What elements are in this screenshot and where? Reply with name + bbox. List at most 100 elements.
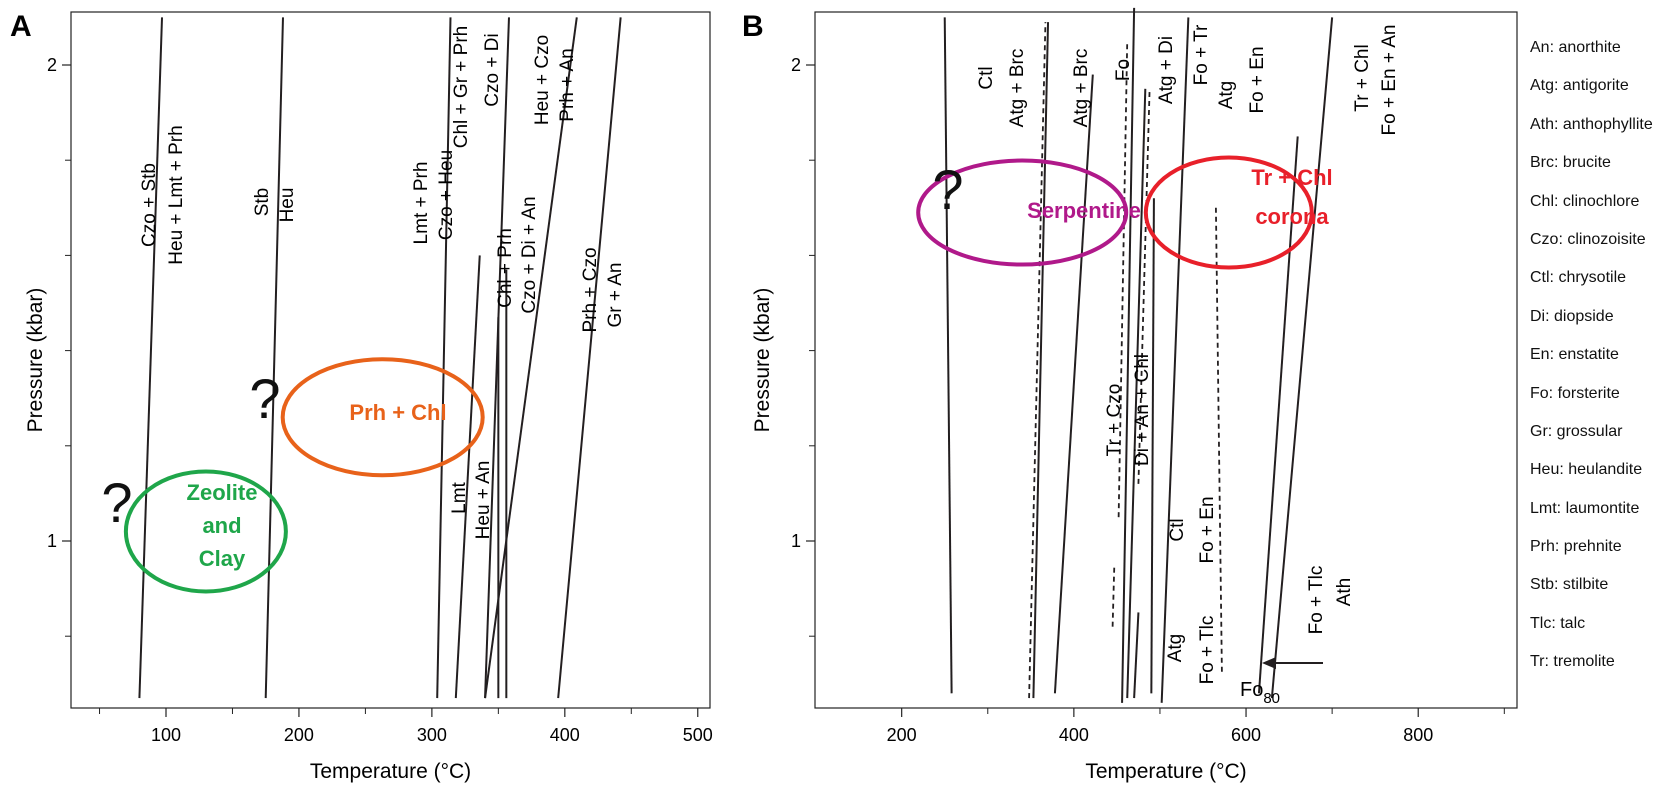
x-tick-label: 300 [417, 725, 447, 745]
reaction-line [943, 17, 953, 694]
legend-item: An: anorthite [1530, 39, 1621, 56]
y-axis-label: Pressure (kbar) [751, 288, 774, 433]
field-label: Tr + Chl [1251, 165, 1332, 190]
panel-letter: A [10, 10, 32, 43]
reaction-label: Fo [1113, 59, 1134, 81]
reaction-line [557, 17, 622, 699]
legend-item: Atg: antigorite [1530, 77, 1629, 95]
reaction-label: Prh + Czo [580, 247, 601, 332]
legend-item: Chl: clinochlore [1530, 192, 1640, 210]
reaction-label: Czo + Di [482, 33, 503, 106]
reaction-label: Ctl [976, 66, 997, 89]
reaction-line [1257, 136, 1299, 694]
x-tick-label: 100 [151, 725, 181, 745]
legend-item: Brc: brucite [1530, 154, 1611, 172]
reaction-line [1150, 198, 1155, 694]
question-mark: ? [101, 471, 132, 534]
reaction-label: Czo + Heu [436, 150, 457, 240]
field-label: Clay [199, 546, 246, 571]
reaction-label: Gr + An [605, 263, 626, 328]
reaction-label: Czo + Stb [139, 163, 160, 247]
reaction-label: Lmt [449, 481, 470, 513]
reaction-line-dashed [1111, 564, 1116, 627]
reaction-label: Fo + Tlc [1306, 566, 1327, 635]
legend-item: Lmt: laumontite [1530, 499, 1640, 517]
x-tick-label: 400 [1059, 725, 1089, 745]
reaction-line [454, 255, 481, 699]
legend-item: Stb: stilbite [1530, 576, 1609, 594]
x-axis-label: Temperature (°C) [310, 760, 471, 783]
reaction-label: Heu + Czo [532, 35, 553, 125]
panel-a: A 100 200 300 400 500 1 2 Temperature (°C) Pressu… [10, 10, 713, 783]
stability-field-ellipse [916, 158, 1129, 267]
legend-item: Gr: grossular [1530, 422, 1623, 440]
fo80-arrow-head [1262, 657, 1276, 669]
legend-item: Tlc: talc [1530, 614, 1586, 632]
reaction-label: Heu [277, 188, 298, 223]
x-tick-label: 500 [683, 725, 713, 745]
reaction-label: Tr + Czo [1104, 384, 1125, 457]
reaction-label: Chl + Prh [495, 228, 516, 308]
plot-frame [70, 11, 711, 709]
legend-item: En: enstatite [1530, 346, 1619, 364]
reaction-line-dashed [1137, 88, 1151, 484]
field-label: Zeolite [187, 480, 258, 505]
reaction-line-dashed [1215, 207, 1223, 675]
legend-item: Prh: prehnite [1530, 538, 1622, 556]
reaction-line [484, 17, 510, 699]
x-tick-label: 600 [1231, 725, 1261, 745]
x-tick-label: 200 [284, 725, 314, 745]
reaction-label: Heu + An [473, 461, 494, 540]
reaction-line [1053, 74, 1094, 694]
legend-item: Ath: anthophyllite [1530, 115, 1653, 133]
field-label: Serpentine [1027, 198, 1141, 223]
x-tick-label: 800 [1403, 725, 1433, 745]
reaction-label: Czo + Di + An [519, 196, 540, 313]
stability-field-ellipse [280, 357, 485, 478]
y-tick-label: 1 [791, 531, 801, 551]
reaction-line [1160, 17, 1190, 703]
legend-item: Tr: tremolite [1530, 653, 1615, 671]
fo80-subscript: 80 [1263, 690, 1280, 707]
y-tick-label: 2 [791, 55, 801, 75]
y-axis-label: Pressure (kbar) [24, 288, 47, 433]
x-tick-label: 200 [887, 725, 917, 745]
reaction-label: Fo + En [1247, 46, 1268, 113]
reaction-label: Atg + Brc [1007, 49, 1028, 128]
y-tick-label: 2 [47, 55, 57, 75]
reaction-line [484, 17, 578, 699]
reaction-label: Atg + Di [1156, 36, 1177, 104]
reaction-label: Ctl [1167, 518, 1188, 541]
reaction-label: Ath [1334, 578, 1355, 607]
reaction-label: Lmt + Prh [411, 162, 432, 245]
reaction-label: Chl + Gr + Prh [451, 26, 472, 149]
reaction-label: Stb [252, 188, 273, 217]
reaction-label: Fo + Tlc [1197, 616, 1218, 685]
reaction-label: Prh + An [557, 48, 578, 121]
stability-field-ellipse [1143, 155, 1314, 270]
reaction-label: Atg [1165, 634, 1186, 663]
legend-item: Czo: clinozoisite [1530, 230, 1646, 248]
reaction-label: Fo + Tr [1191, 24, 1212, 85]
reaction-line [1032, 22, 1050, 699]
reaction-line [1270, 17, 1334, 699]
x-tick-label: 400 [550, 725, 580, 745]
reaction-label: Fo + En + An [1379, 25, 1400, 136]
panel-b: B 200 400 600 800 1 2 Temperature (°C) Pressure … [742, 7, 1518, 783]
reaction-line [264, 17, 284, 699]
reaction-line [1121, 7, 1136, 703]
legend-item: Di: diopside [1530, 307, 1614, 325]
abbreviation-legend: An: anorthite Atg: antigorite Ath: antho… [1530, 38, 1675, 691]
reaction-label: Di + An + Chl [1132, 354, 1153, 466]
reaction-line [1126, 88, 1147, 699]
question-mark: ? [249, 367, 280, 430]
reaction-line [138, 17, 164, 699]
reaction-label: Fo + En [1197, 496, 1218, 563]
legend-item: Ctl: chrysotile [1530, 269, 1627, 287]
reaction-line-dashed [1028, 22, 1047, 699]
reaction-line [1133, 612, 1140, 699]
plot-frame [814, 11, 1518, 709]
y-tick-label: 1 [47, 531, 57, 551]
field-label: corona [1255, 204, 1329, 229]
